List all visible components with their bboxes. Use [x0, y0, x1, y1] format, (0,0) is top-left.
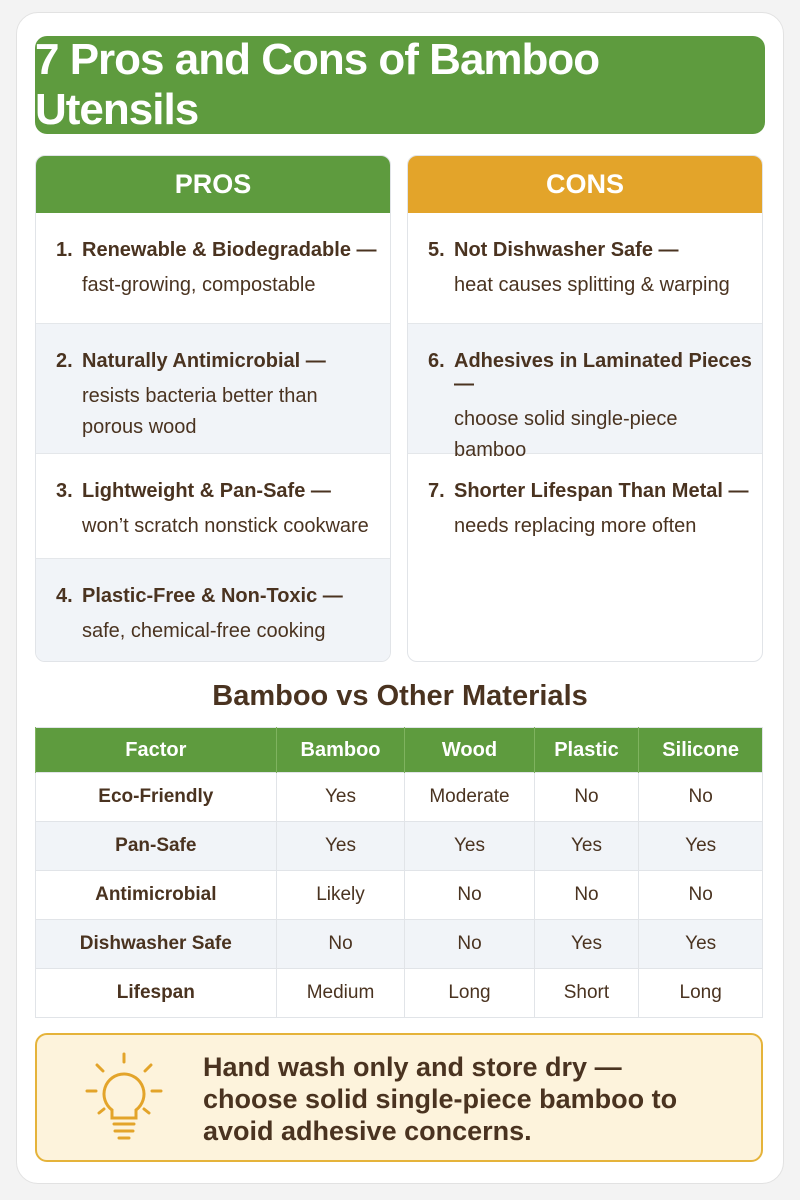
table-cell: Yes: [638, 919, 763, 969]
pro-item: 1. Renewable & Biodegradable — fast-growin…: [36, 213, 390, 324]
title: 7 Pros and Cons of Bamboo Utensils: [35, 35, 765, 134]
table-row: Dishwasher Safe No No Yes Yes: [35, 919, 763, 969]
item-title: Shorter Lifespan Than Metal —: [454, 480, 749, 502]
table-cell: No: [638, 870, 763, 920]
table-cell: No: [533, 772, 639, 822]
table-cell: Yes: [275, 772, 405, 822]
header-row: Factor Bamboo Wood Plastic Silicone: [35, 727, 763, 773]
table-cell: No: [404, 919, 535, 969]
column-header: Silicone: [638, 727, 763, 773]
con-item: 5. Not Dishwasher Safe — heat causes split…: [408, 213, 762, 324]
table-cell: Eco-Friendly: [35, 772, 277, 822]
number: 1.: [56, 239, 73, 261]
tip-box: Hand wash only and store dry — choose so…: [35, 1033, 763, 1162]
table-body: Eco-Friendly Yes Moderate No No Pan-Safe Yes Ye…: [35, 772, 763, 1018]
table-row: Lifespan Medium Long Short Long: [35, 968, 763, 1018]
table-cell: Yes: [404, 821, 535, 871]
column-header: Plastic: [533, 727, 639, 773]
table-cell: Yes: [638, 821, 763, 871]
item-title: Renewable & Biodegradable —: [82, 239, 377, 261]
con-item: 7. Shorter Lifespan Than Metal — needs rep…: [408, 454, 762, 661]
pros-panel: PROS 1. Renewable & Biodegradable — fast-g…: [35, 155, 391, 662]
table-title: Bamboo vs Other Materials: [212, 680, 588, 712]
comparison-table: Factor Bamboo Wood Plastic Silicone Eco-Frie…: [35, 727, 763, 1018]
item-text: safe, chemical-free cooking: [82, 620, 326, 642]
item-title: Adhesives in Laminated Pieces —: [454, 350, 752, 395]
cons-panel: CONS 5. Not Dishwasher Safe — heat causes …: [407, 155, 763, 662]
column-header: Wood: [404, 727, 535, 773]
item-text: choose solid single-piece bamboo: [454, 408, 678, 461]
table-cell: Lifespan: [35, 968, 277, 1018]
pros-heading: PROS: [36, 156, 390, 213]
number: 2.: [56, 350, 73, 372]
item-text: heat causes splitting & warping: [454, 274, 730, 296]
item-text: needs replacing more often: [454, 515, 697, 537]
table-cell: Short: [533, 968, 639, 1018]
table-cell: Dishwasher Safe: [35, 919, 277, 969]
pro-item: 4. Plastic-Free & Non-Toxic — safe, chemic…: [36, 559, 390, 661]
item-title: Naturally Antimicrobial —: [82, 350, 326, 372]
table-cell: Yes: [533, 919, 639, 969]
table-cell: Pan-Safe: [35, 821, 277, 871]
column-header: Factor: [35, 727, 277, 773]
table-cell: Yes: [275, 821, 405, 871]
table-row: Antimicrobial Likely No No No: [35, 870, 763, 920]
table-cell: No: [275, 919, 405, 969]
item-text: won’t scratch nonstick cookware: [82, 515, 369, 537]
table-cell: Likely: [275, 870, 405, 920]
table-cell: Yes: [533, 821, 639, 871]
bulb-icon: [85, 1052, 163, 1140]
item-text: fast-growing, compostable: [82, 274, 316, 296]
table-cell: No: [533, 870, 639, 920]
tip-text: Hand wash only and store dry — choose so…: [203, 1052, 678, 1146]
pro-item: 2. Naturally Antimicrobial — resists bacte…: [36, 324, 390, 454]
item-title: Plastic-Free & Non-Toxic —: [82, 585, 343, 607]
item-text: resists bacteria better than porous wood: [82, 385, 318, 438]
number: 3.: [56, 480, 73, 502]
table-cell: Antimicrobial: [35, 870, 277, 920]
number: 6.: [428, 350, 445, 372]
table-cell: Medium: [275, 968, 405, 1018]
con-item: 6. Adhesives in Laminated Pieces — choose …: [408, 324, 762, 461]
table-cell: Long: [404, 968, 535, 1018]
number: 5.: [428, 239, 445, 261]
pro-item: 3. Lightweight & Pan-Safe — won’t scratch …: [36, 454, 390, 559]
table-row: Pan-Safe Yes Yes Yes Yes: [35, 821, 763, 871]
item-title: Not Dishwasher Safe —: [454, 239, 679, 261]
table-cell: Long: [638, 968, 763, 1018]
number: 4.: [56, 585, 73, 607]
table-cell: Moderate: [404, 772, 535, 822]
table-cell: No: [638, 772, 763, 822]
number: 7.: [428, 480, 445, 502]
table-cell: No: [404, 870, 535, 920]
item-title: Lightweight & Pan-Safe —: [82, 480, 331, 502]
cons-heading: CONS: [408, 156, 762, 213]
column-header: Bamboo: [275, 727, 405, 773]
table-row: Eco-Friendly Yes Moderate No No: [35, 772, 763, 822]
